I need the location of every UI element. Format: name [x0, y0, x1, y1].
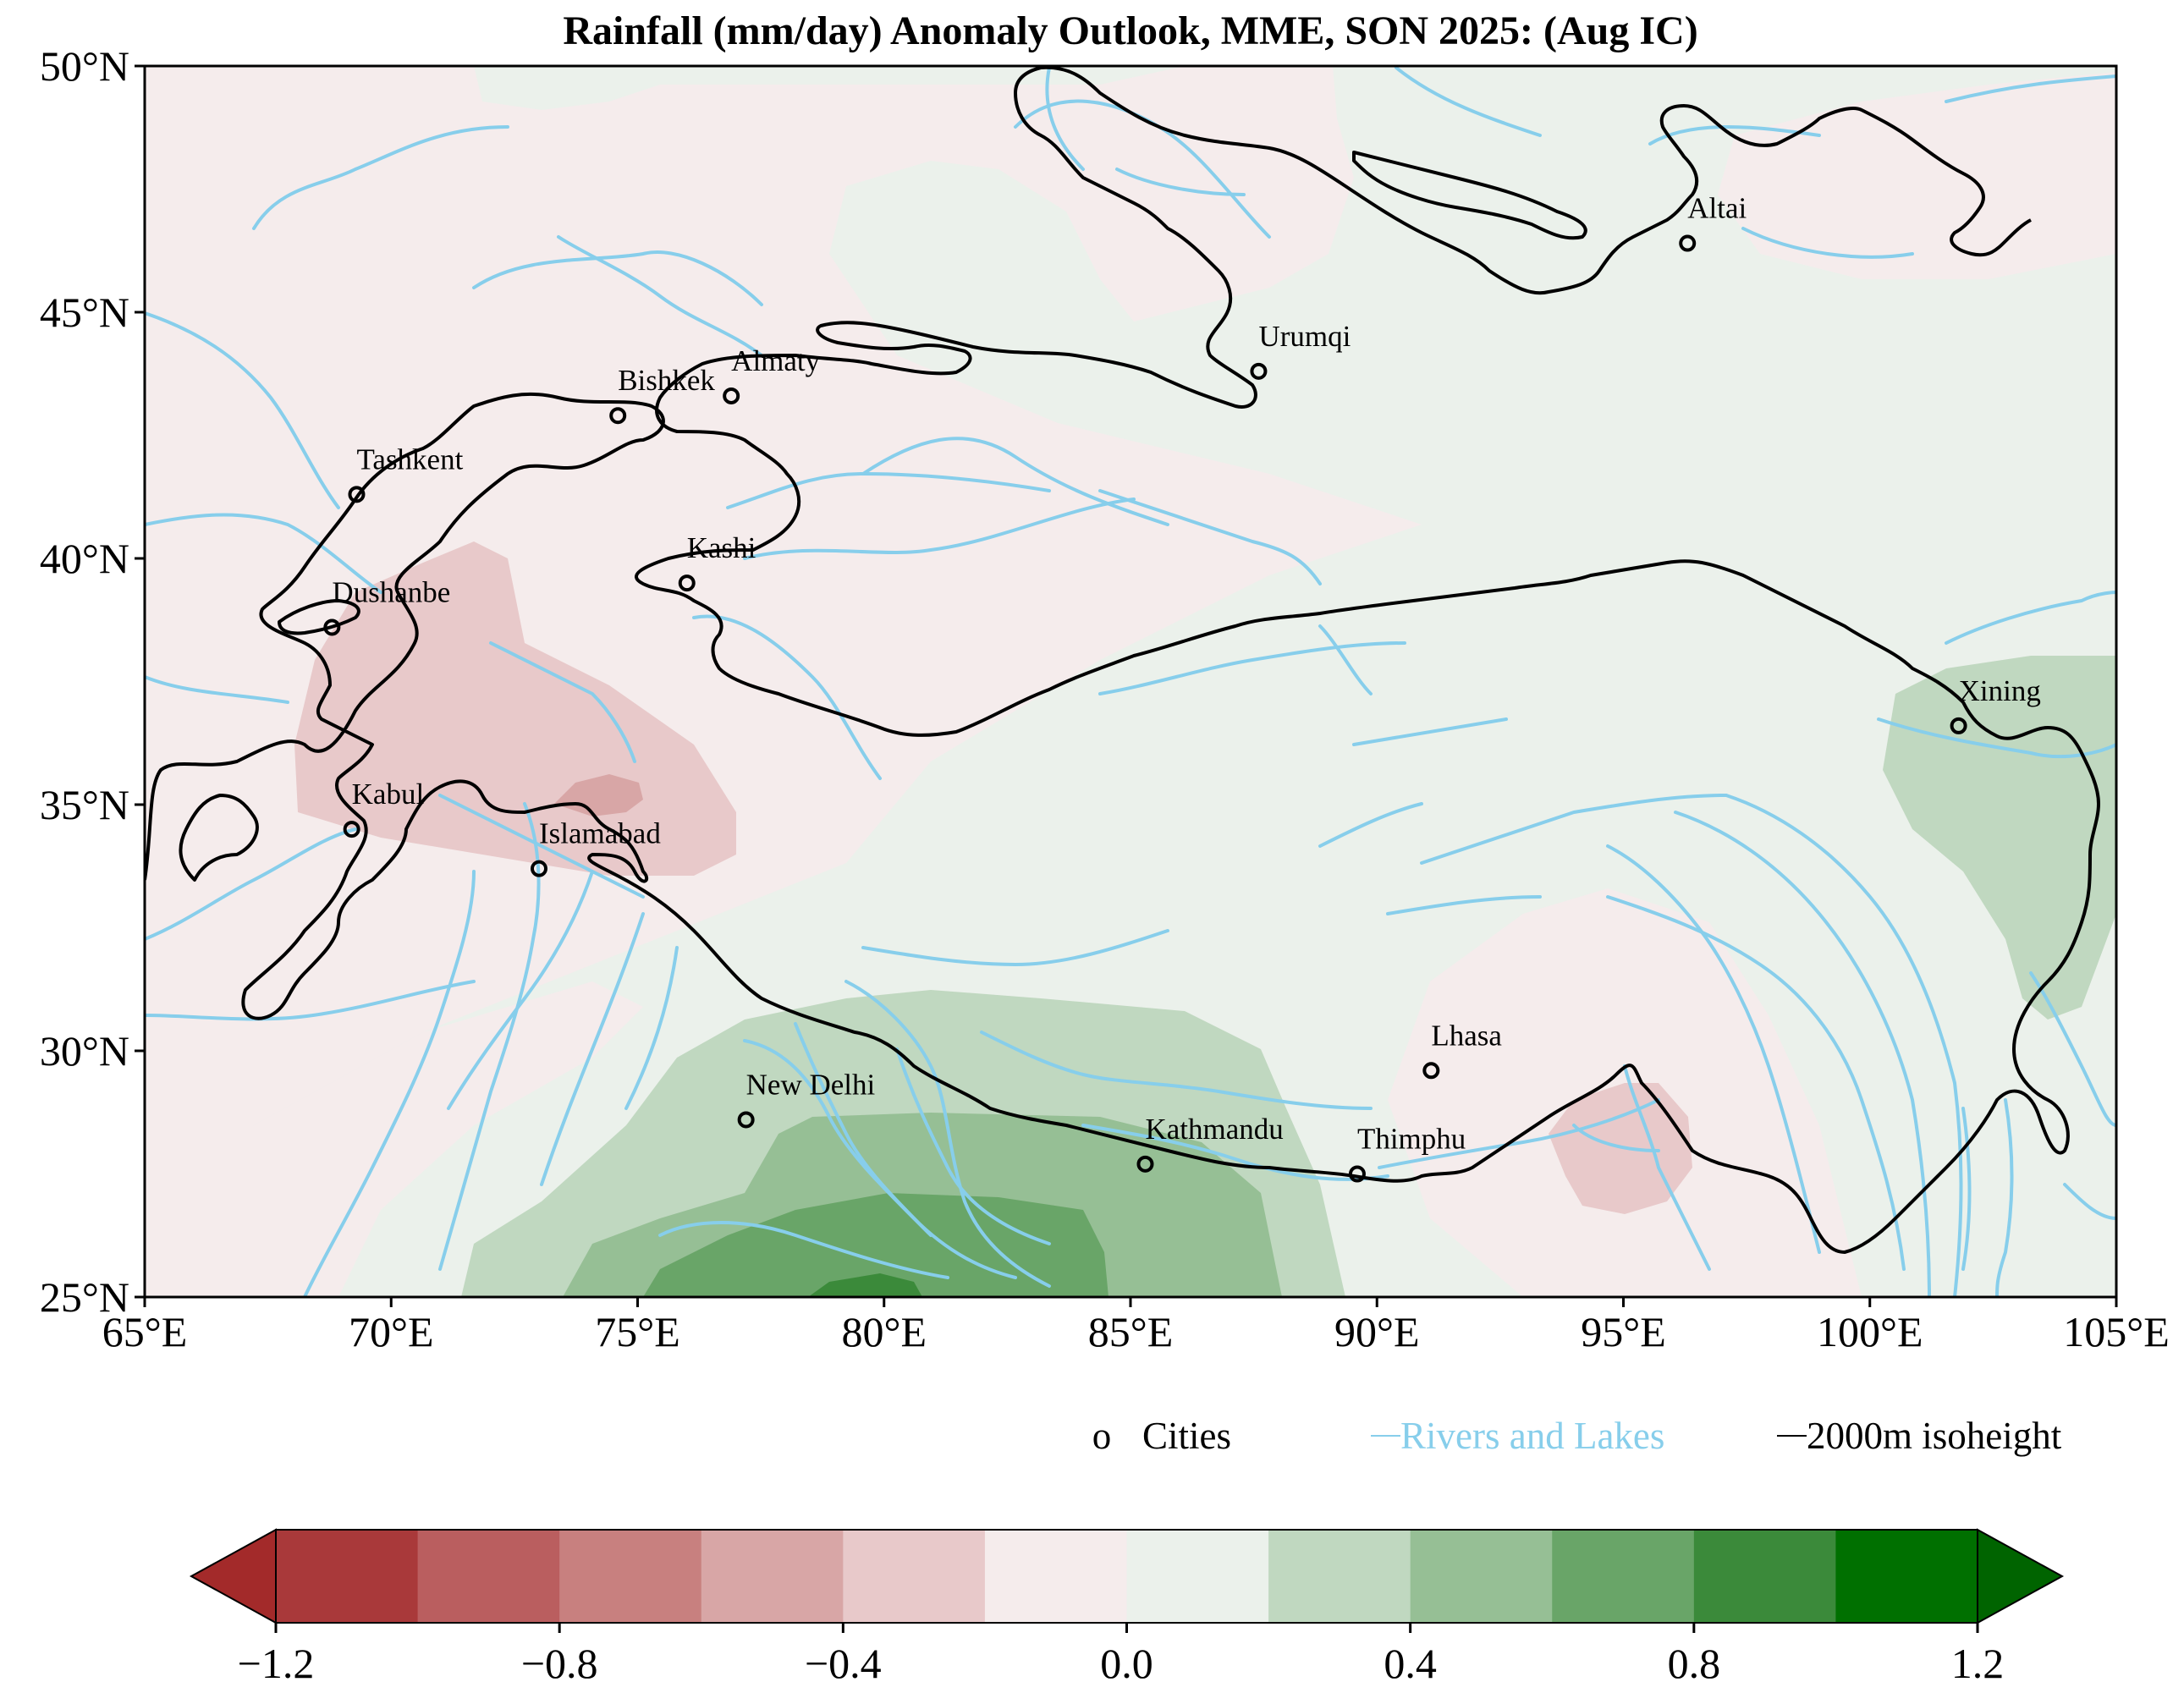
city-marker: [1136, 1155, 1154, 1173]
x-tick-label: 90°E: [1334, 1308, 1420, 1355]
colorbar-segment: [417, 1530, 560, 1623]
city-label: Bishkek: [618, 364, 715, 397]
city-label: Islamabad: [539, 817, 661, 850]
colorbar-segment: [1126, 1530, 1269, 1623]
city-label: Lhasa: [1431, 1019, 1502, 1052]
x-tick-label: 85°E: [1088, 1308, 1174, 1355]
y-tick-label: 40°N: [40, 535, 129, 582]
x-axis: 65°E 70°E 75°E 80°E 85°E 90°E 95°E 100°E 105°E: [102, 1297, 2170, 1355]
city-marker: [323, 618, 341, 636]
city-label: Kathmandu: [1145, 1113, 1283, 1146]
colorbar-segment: [984, 1530, 1127, 1623]
city-marker: [1950, 717, 1967, 734]
city-label: Xining: [1959, 674, 2041, 707]
negative-anomaly-region-pk: [145, 981, 643, 1297]
city-label: New Delhi: [746, 1068, 876, 1101]
map-panel: Altai Urumqi Almaty Bishkek Tashkent Kashi Dus…: [145, 66, 2116, 1297]
city-marker: [1250, 362, 1268, 380]
dry-contour-core: [554, 774, 643, 816]
y-tick-label: 35°N: [40, 781, 129, 828]
colorbar-tick-label: 0.4: [1384, 1640, 1437, 1687]
y-tick-label: 50°N: [40, 42, 129, 90]
colorbar-segment: [1268, 1530, 1411, 1623]
legend-cities-marker: o: [1092, 1415, 1112, 1457]
cities-layer: Altai Urumqi Almaty Bishkek Tashkent Kashi Dus…: [323, 192, 2041, 1183]
city-label: Kabul: [352, 778, 425, 811]
city-label: Almaty: [731, 344, 820, 377]
x-tick-label: 70°E: [349, 1308, 434, 1355]
city-label: Kashi: [687, 531, 756, 564]
colorbar-segment: [1552, 1530, 1695, 1623]
colorbar-segment: [559, 1530, 702, 1623]
city-marker: [737, 1111, 755, 1129]
colorbar-segment: [701, 1530, 844, 1623]
legend: o Cities Rivers and Lakes 2000m isoheigh…: [1092, 1415, 2062, 1457]
y-tick-label: 30°N: [40, 1027, 129, 1075]
colorbar-segment: [276, 1530, 419, 1623]
colorbar-over-arrow: [1977, 1528, 2065, 1624]
city-marker: [343, 821, 360, 838]
colorbar-segment: [1835, 1530, 1978, 1623]
colorbar-tick-label: 0.0: [1100, 1640, 1153, 1687]
colorbar: −1.2 −0.8 −0.4 0.0 0.4 0.8 1.2: [189, 1528, 2065, 1687]
x-tick-label: 75°E: [595, 1308, 680, 1355]
y-axis: 25°N 30°N 35°N 40°N 45°N 50°N: [40, 42, 145, 1321]
figure-title: Rainfall (mm/day) Anomaly Outlook, MME, …: [563, 8, 1697, 53]
city-label: Urumqi: [1258, 320, 1351, 353]
colorbar-tick-label: 1.2: [1951, 1640, 2005, 1687]
x-tick-label: 105°E: [2063, 1308, 2170, 1355]
city-label: Thimphu: [1357, 1123, 1466, 1156]
colorbar-tick-label: 0.8: [1668, 1640, 1721, 1687]
wet-contour-ganges-10: [808, 1273, 922, 1297]
wet-contour-xining: [1883, 656, 2116, 1020]
city-marker: [531, 860, 547, 877]
city-marker: [678, 574, 696, 592]
rivers-and-lakes: [145, 66, 2116, 1297]
city-label: Tashkent: [356, 442, 463, 475]
legend-rivers-label: Rivers and Lakes: [1400, 1415, 1664, 1457]
legend-cities-label: Cities: [1142, 1415, 1231, 1457]
x-tick-label: 80°E: [841, 1308, 927, 1355]
colorbar-tick-label: −0.8: [521, 1640, 598, 1687]
colorbar-tick-label: −0.4: [805, 1640, 882, 1687]
city-marker: [723, 387, 740, 404]
colorbar-segment: [1693, 1530, 1836, 1623]
city-label: Altai: [1687, 192, 1747, 225]
city-marker: [609, 407, 627, 425]
city-marker: [1348, 1165, 1366, 1183]
city-marker: [1422, 1062, 1440, 1080]
isoheight-2000m: [145, 66, 2100, 1254]
city-label: Dushanbe: [332, 575, 450, 608]
x-tick-label: 65°E: [102, 1308, 188, 1355]
city-marker: [1679, 234, 1697, 252]
legend-isoheight-label: 2000m isoheight: [1807, 1415, 2062, 1457]
x-tick-label: 100°E: [1817, 1308, 1923, 1355]
city-marker: [348, 486, 366, 503]
colorbar-tick-label: −1.2: [238, 1640, 315, 1687]
colorbar-segment: [843, 1530, 986, 1623]
colorbar-segment: [1410, 1530, 1553, 1623]
x-tick-label: 95°E: [1581, 1308, 1666, 1355]
negative-anomaly-region-ne: [1718, 72, 2116, 279]
y-tick-label: 45°N: [40, 289, 129, 336]
y-tick-label: 25°N: [40, 1273, 129, 1321]
negative-anomaly-region: [145, 66, 1422, 1185]
colorbar-under-arrow: [189, 1528, 277, 1624]
